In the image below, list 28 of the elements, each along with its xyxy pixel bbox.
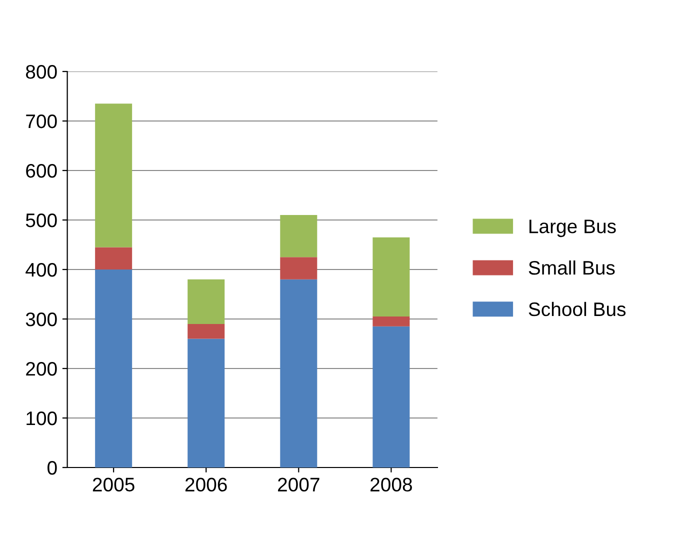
bar	[95, 104, 132, 248]
y-tick-label: 700	[26, 114, 57, 128]
x-tick-label: 2008	[370, 478, 412, 492]
bar	[188, 324, 225, 339]
bar	[280, 257, 318, 280]
y-tick-label: 500	[26, 213, 57, 228]
x-tick-label: 2006	[185, 478, 227, 492]
bar	[280, 215, 318, 258]
bar	[188, 279, 225, 324]
y-tick-label: 300	[26, 312, 57, 326]
legend-label: Large Bus	[529, 220, 616, 238]
bar	[95, 270, 132, 468]
legend-label: School Bus	[528, 302, 626, 316]
bar	[372, 326, 410, 468]
bar	[188, 338, 225, 468]
y-tick-label: 0	[48, 460, 57, 475]
legend-label: Small Bus	[528, 260, 615, 275]
bar	[372, 237, 410, 317]
y-tick-label: 600	[26, 164, 57, 178]
x-tick-label: 2005	[92, 478, 134, 492]
y-tick-label: 200	[26, 362, 57, 376]
y-tick-label: 800	[26, 64, 57, 79]
x-tick-label: 2007	[278, 478, 320, 492]
y-tick-label: 100	[26, 411, 57, 426]
bar	[372, 316, 410, 326]
y-tick-label: 400	[26, 262, 57, 277]
bar	[280, 279, 318, 468]
bar	[95, 247, 132, 270]
